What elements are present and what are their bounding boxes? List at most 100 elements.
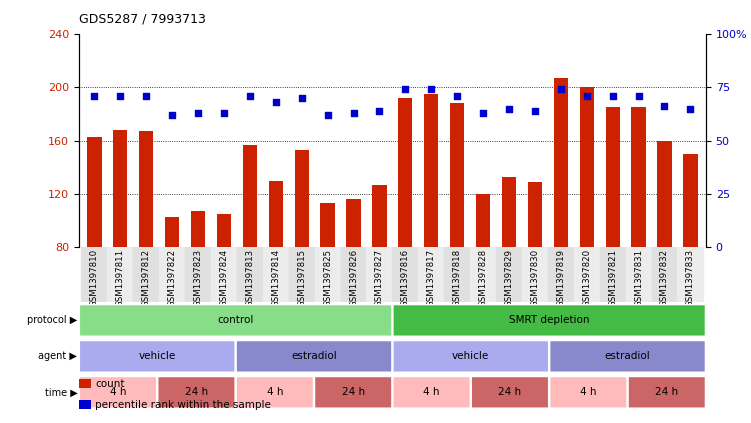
Text: GSM1397826: GSM1397826	[349, 249, 358, 307]
Bar	[217, 214, 231, 247]
Bar	[87, 137, 101, 247]
Text: 4 h: 4 h	[267, 387, 283, 397]
Bar	[574, 247, 600, 302]
Text: GSM1397824: GSM1397824	[219, 249, 228, 307]
Bar	[315, 247, 340, 302]
Bar	[288, 247, 315, 302]
Text: GDS5287 / 7993713: GDS5287 / 7993713	[79, 13, 206, 26]
Bar	[418, 247, 445, 302]
Text: GSM1397830: GSM1397830	[530, 249, 539, 307]
Bar	[392, 247, 418, 302]
Point	[529, 107, 541, 114]
Text: GSM1397810: GSM1397810	[90, 249, 99, 307]
Text: 4 h: 4 h	[424, 387, 440, 397]
Point	[166, 112, 178, 118]
Text: 24 h: 24 h	[499, 387, 521, 397]
Bar	[372, 185, 387, 247]
Bar	[496, 247, 522, 302]
Point	[89, 92, 101, 99]
Bar	[398, 98, 412, 247]
Text: GSM1397832: GSM1397832	[660, 249, 669, 307]
Point	[632, 92, 644, 99]
FancyBboxPatch shape	[550, 376, 627, 408]
Point	[270, 99, 282, 106]
Point	[373, 107, 385, 114]
Point	[296, 94, 308, 101]
Bar	[185, 247, 211, 302]
Bar	[107, 247, 133, 302]
Bar	[321, 203, 335, 247]
Point	[477, 110, 489, 116]
Bar	[445, 247, 470, 302]
Text: GSM1397833: GSM1397833	[686, 249, 695, 307]
Point	[503, 105, 515, 112]
Text: 24 h: 24 h	[655, 387, 678, 397]
Bar	[113, 130, 128, 247]
FancyBboxPatch shape	[393, 305, 705, 336]
FancyBboxPatch shape	[80, 305, 392, 336]
Text: 4 h: 4 h	[110, 387, 126, 397]
Point	[607, 92, 619, 99]
Text: count: count	[95, 379, 125, 389]
Bar	[243, 145, 257, 247]
Point	[114, 92, 126, 99]
Text: GSM1397823: GSM1397823	[194, 249, 203, 307]
Bar	[159, 247, 185, 302]
Text: GSM1397820: GSM1397820	[582, 249, 591, 307]
Bar	[528, 182, 542, 247]
Bar	[450, 103, 464, 247]
Point	[192, 110, 204, 116]
Point	[659, 103, 671, 110]
Point	[321, 112, 333, 118]
Text: GSM1397825: GSM1397825	[323, 249, 332, 307]
FancyBboxPatch shape	[393, 341, 549, 372]
Bar	[211, 247, 237, 302]
Text: protocol ▶: protocol ▶	[27, 316, 77, 325]
Bar	[237, 247, 263, 302]
FancyBboxPatch shape	[236, 341, 392, 372]
Bar	[263, 247, 288, 302]
Bar	[139, 131, 153, 247]
FancyBboxPatch shape	[628, 376, 705, 408]
FancyBboxPatch shape	[550, 341, 705, 372]
Text: time ▶: time ▶	[44, 387, 77, 397]
Bar	[269, 181, 283, 247]
Text: GSM1397822: GSM1397822	[167, 249, 176, 307]
Bar	[81, 247, 107, 302]
Point	[400, 86, 412, 93]
Bar	[470, 247, 496, 302]
Point	[218, 110, 230, 116]
Point	[684, 105, 696, 112]
Point	[581, 92, 593, 99]
Point	[348, 110, 360, 116]
Text: GSM1397827: GSM1397827	[375, 249, 384, 307]
Text: GSM1397821: GSM1397821	[608, 249, 617, 307]
Text: GSM1397819: GSM1397819	[556, 249, 566, 307]
FancyBboxPatch shape	[80, 376, 157, 408]
Text: 4 h: 4 h	[580, 387, 596, 397]
Bar	[600, 247, 626, 302]
Text: estradiol: estradiol	[605, 352, 650, 361]
Bar	[522, 247, 548, 302]
Bar	[652, 247, 677, 302]
FancyBboxPatch shape	[236, 376, 313, 408]
Point	[244, 92, 256, 99]
Bar	[165, 217, 179, 247]
Text: 24 h: 24 h	[342, 387, 365, 397]
Bar	[657, 140, 671, 247]
Text: agent ▶: agent ▶	[38, 352, 77, 361]
Text: percentile rank within the sample: percentile rank within the sample	[95, 400, 271, 410]
Bar	[683, 154, 698, 247]
Bar	[294, 150, 309, 247]
Bar	[553, 78, 568, 247]
Text: GSM1397831: GSM1397831	[634, 249, 643, 307]
Text: vehicle: vehicle	[452, 352, 490, 361]
FancyBboxPatch shape	[80, 341, 235, 372]
Bar	[677, 247, 704, 302]
Text: GSM1397829: GSM1397829	[505, 249, 514, 307]
Bar	[346, 199, 360, 247]
Text: GSM1397814: GSM1397814	[271, 249, 280, 307]
Text: estradiol: estradiol	[291, 352, 337, 361]
Text: 24 h: 24 h	[185, 387, 208, 397]
Bar	[191, 212, 205, 247]
